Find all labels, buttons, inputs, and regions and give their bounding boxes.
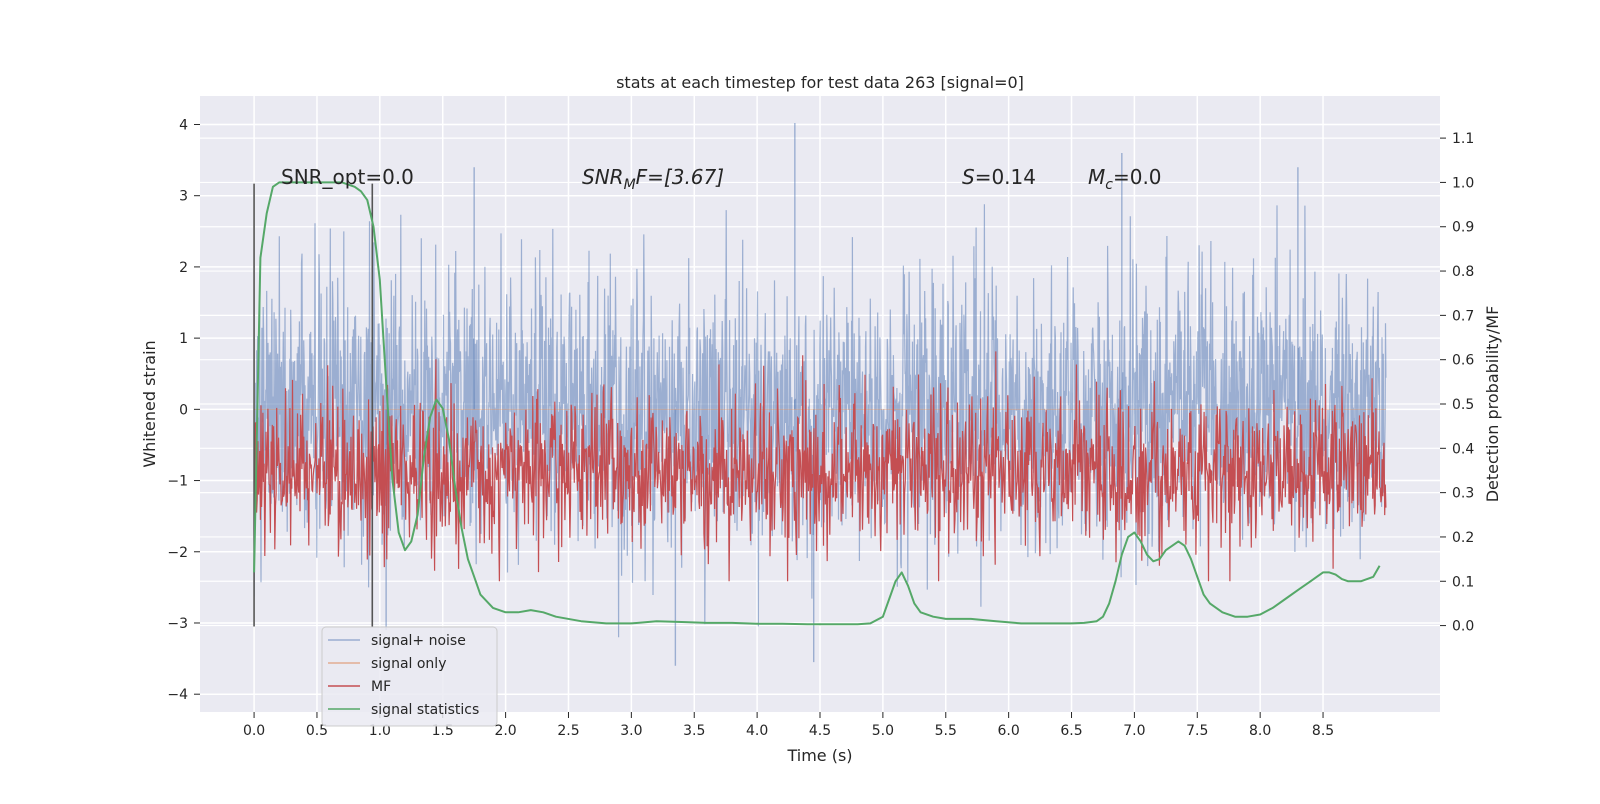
y-tick-label-0: 4 bbox=[179, 117, 188, 133]
y-tick-label-4: 0 bbox=[179, 402, 188, 418]
chart-title: stats at each timestep for test data 263… bbox=[616, 73, 1024, 92]
annotation-s-prefix: S bbox=[962, 165, 975, 189]
y2-tick-label-8: 0.3 bbox=[1452, 486, 1474, 502]
signal-statistics-line bbox=[253, 181, 1381, 626]
legend-label-mf: MF bbox=[371, 679, 391, 695]
x-tick-label-17: 8.5 bbox=[1312, 723, 1334, 739]
y-tick-label-8: −4 bbox=[167, 687, 188, 703]
y-tick-label-1: 3 bbox=[179, 189, 188, 205]
legend-label-noise: signal+ noise bbox=[371, 633, 466, 649]
legend-label-signal: signal only bbox=[371, 656, 446, 672]
annotation-mc: Mc=0.0 bbox=[1088, 165, 1162, 193]
annotation-mc-value: =0.0 bbox=[1113, 165, 1162, 189]
noise-series bbox=[253, 123, 1387, 666]
y2-tick-label-4: 0.7 bbox=[1452, 308, 1474, 324]
x-tick-label-5: 2.5 bbox=[557, 723, 579, 739]
y2-tick-label-7: 0.4 bbox=[1452, 441, 1474, 457]
annotation-mc-sub: c bbox=[1105, 177, 1113, 193]
x-tick-label-15: 7.5 bbox=[1186, 723, 1208, 739]
stats-series bbox=[253, 181, 1381, 626]
y2-tick-label-6: 0.5 bbox=[1452, 397, 1474, 413]
x-tick-label-0: 0.0 bbox=[243, 723, 265, 739]
annotation-snr-mf-sub: M bbox=[624, 177, 636, 193]
annotation-snr-mf-prefix: SNR bbox=[582, 165, 624, 189]
x-tick-label-6: 3.0 bbox=[620, 723, 642, 739]
y-axis-label: Whitened strain bbox=[140, 340, 159, 467]
y2-tick-label-0: 1.1 bbox=[1452, 131, 1474, 147]
x-tick-label-3: 1.5 bbox=[432, 723, 454, 739]
x-tick-label-4: 2.0 bbox=[494, 723, 516, 739]
x-tick-label-10: 5.0 bbox=[872, 723, 894, 739]
annotation-snr-mf-suffix: F=[3.67] bbox=[636, 165, 724, 189]
x-tick-label-14: 7.0 bbox=[1123, 723, 1145, 739]
y2-tick-label-1: 1.0 bbox=[1452, 175, 1474, 191]
x-tick-label-7: 3.5 bbox=[683, 723, 705, 739]
mf-trace bbox=[253, 351, 1387, 582]
annotation-s-value: =0.14 bbox=[975, 165, 1036, 189]
annotation-s: S=0.14 bbox=[962, 165, 1036, 189]
x-tick-label-8: 4.0 bbox=[746, 723, 768, 739]
x-tick-label-13: 6.5 bbox=[1060, 723, 1082, 739]
annotation-snr-mf: SNRMF=[3.67] bbox=[582, 165, 724, 193]
legend: signal+ noise signal only MF signal stat… bbox=[321, 626, 498, 727]
x-tick-label-9: 4.5 bbox=[809, 723, 831, 739]
x-tick-label-16: 8.0 bbox=[1249, 723, 1271, 739]
y2-tick-label-2: 0.9 bbox=[1452, 220, 1474, 236]
mf-series bbox=[253, 351, 1387, 582]
x-axis-label: Time (s) bbox=[786, 746, 852, 765]
legend-label-stats: signal statistics bbox=[371, 702, 479, 718]
y2-tick-label-11: 0.0 bbox=[1452, 619, 1474, 635]
legend-box bbox=[321, 626, 498, 727]
annotation-snr-opt: SNR_opt=0.0 bbox=[281, 165, 414, 189]
y2-axis-label: Detection probability/MF bbox=[1483, 306, 1502, 503]
axis-ticks: 0.0 0.5 1.0 1.5 2.0 2.5 3.0 3.5 4.0 4.5 5.0 5.5 6.0 6… bbox=[167, 117, 1474, 739]
y-tick-label-3: 1 bbox=[179, 331, 188, 347]
noise-trace bbox=[253, 204, 1387, 638]
x-tick-label-12: 6.0 bbox=[998, 723, 1020, 739]
y2-tick-label-5: 0.6 bbox=[1452, 353, 1474, 369]
y2-tick-label-10: 0.1 bbox=[1452, 574, 1474, 590]
x-tick-label-1: 0.5 bbox=[306, 723, 328, 739]
y-tick-label-7: −3 bbox=[167, 616, 188, 632]
y2-tick-label-3: 0.8 bbox=[1452, 264, 1474, 280]
x-tick-label-2: 1.0 bbox=[369, 723, 391, 739]
y-tick-label-2: 2 bbox=[179, 260, 188, 276]
x-tick-label-11: 5.5 bbox=[935, 723, 957, 739]
y-tick-label-5: −1 bbox=[167, 474, 188, 490]
annotation-mc-prefix: M bbox=[1088, 165, 1105, 189]
y2-tick-label-9: 0.2 bbox=[1452, 530, 1474, 546]
y-tick-label-6: −2 bbox=[167, 545, 188, 561]
